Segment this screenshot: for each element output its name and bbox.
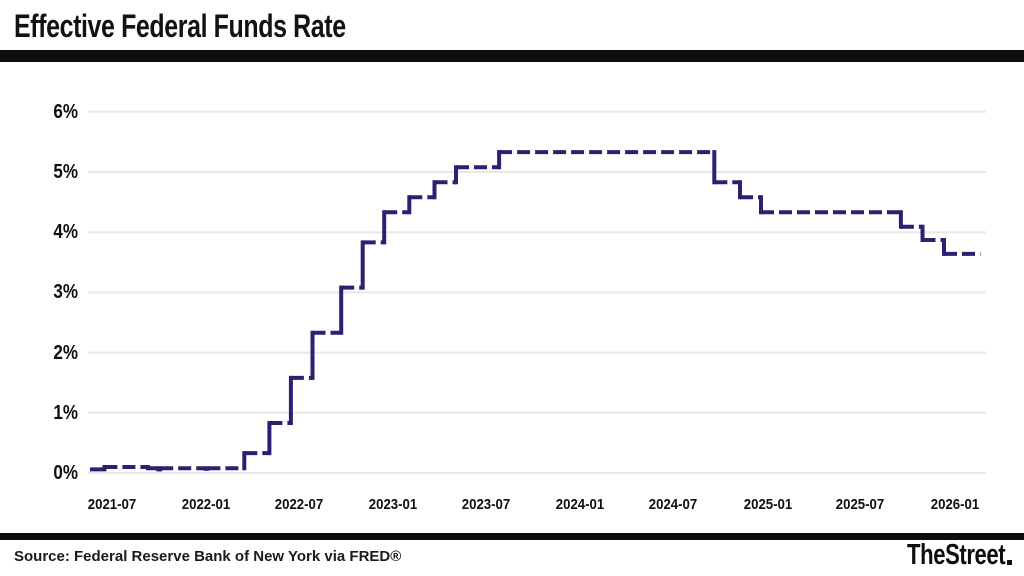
source-note: Source: Federal Reserve Bank of New York…: [14, 548, 402, 565]
x-axis-tick-label: 2024-07: [649, 496, 698, 513]
bottom-divider-bar: [0, 533, 1024, 540]
logo-dot: [1007, 560, 1012, 565]
x-axis-tick-label: 2021-07: [87, 496, 136, 513]
gridlines: [88, 110, 986, 474]
x-axis-tick-label: 2024-01: [555, 496, 605, 513]
x-axis-tick-label: 2023-07: [461, 496, 510, 513]
top-divider-bar: [0, 50, 1024, 62]
x-axis-tick-label: 2022-01: [181, 496, 231, 513]
y-axis-tick-label: 6%: [53, 100, 78, 123]
y-axis-tick-label: 5%: [53, 161, 78, 183]
x-axis-tick-label: 2025-01: [743, 496, 792, 513]
thestreet-logo: TheStreet: [876, 540, 1012, 570]
effr-line: [90, 150, 981, 472]
thestreet-logo-text: TheStreet: [906, 539, 1006, 571]
y-axis-tick-label: 0%: [53, 462, 78, 484]
y-axis-tick-label: 4%: [53, 221, 78, 244]
y-axis-tick-label: 3%: [53, 281, 78, 304]
x-axis-tick-label: 2026-01: [930, 496, 979, 513]
y-axis-tick-label: 2%: [53, 341, 78, 364]
effr-line-vertical-steps: [102, 150, 946, 472]
x-axis-tick-label: 2023-01: [368, 496, 418, 513]
x-axis-tick-label: 2025-07: [836, 496, 885, 513]
effr-line-dashed-segments: [90, 150, 981, 472]
x-axis-tick-label: 2022-07: [274, 496, 323, 513]
chart-title: Effective Federal Funds Rate: [14, 8, 346, 44]
y-axis-tick-label: 1%: [53, 401, 78, 424]
